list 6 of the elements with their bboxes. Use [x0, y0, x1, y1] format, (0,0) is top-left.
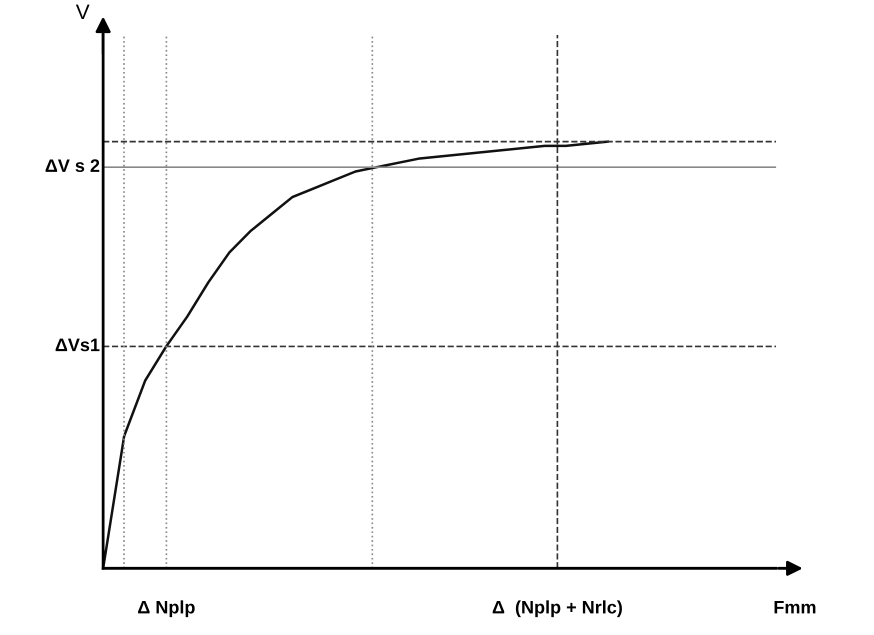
text: V — [76, 4, 90, 19]
ref-line-label: ΔV s 2 — [46, 159, 100, 172]
text: Δ Nplp — [138, 600, 195, 618]
text: Δ (Nplp + Nrlc) — [492, 600, 622, 618]
x-axis-title: Fmm — [774, 600, 816, 614]
ref-line-label: ΔVs1 — [56, 338, 100, 352]
